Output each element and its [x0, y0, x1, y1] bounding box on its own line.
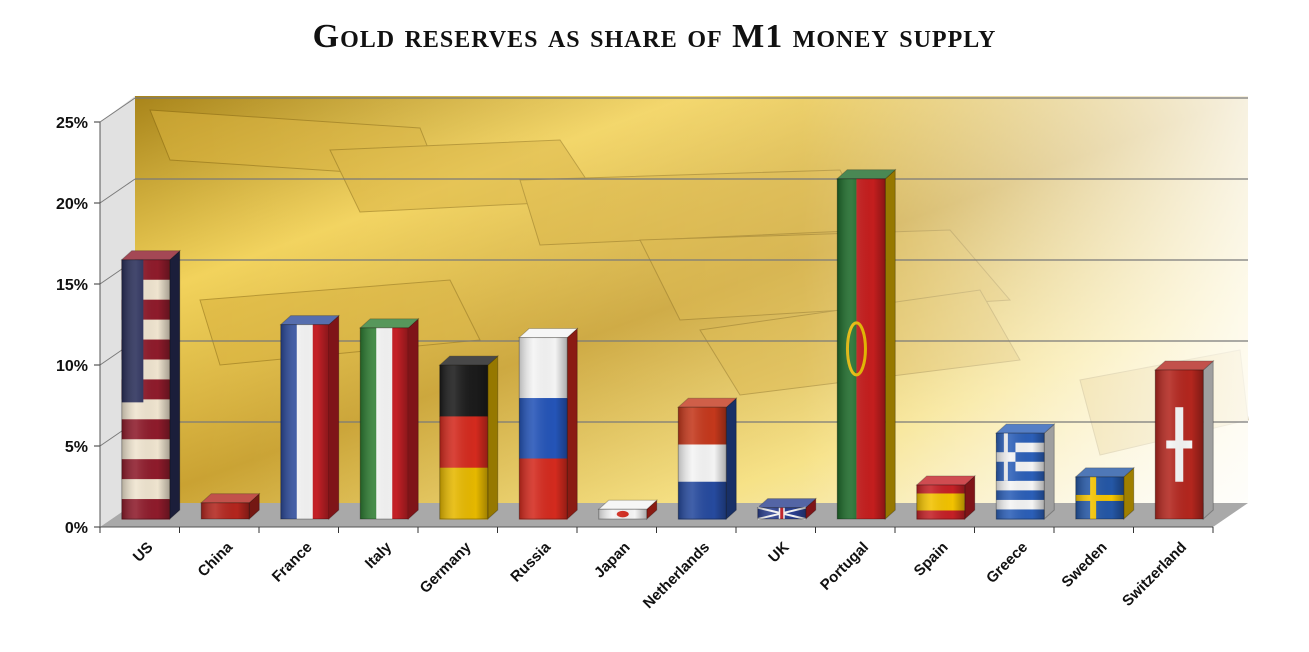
bar-spain [915, 474, 977, 521]
x-tick-label: Italy [362, 538, 396, 572]
bar-front-shade [836, 178, 886, 520]
bar-switzerland [1153, 359, 1215, 521]
y-tick-label: 20% [56, 196, 88, 213]
bar-front-shade [598, 508, 648, 520]
bar-top-light [121, 250, 180, 260]
grid-line-diag [99, 97, 136, 123]
y-tick-label: 15% [56, 277, 88, 294]
bar-front-shade [200, 502, 250, 520]
x-tick-label: Netherlands [640, 539, 713, 612]
bar-side-shade [249, 493, 260, 519]
bar-portugal [835, 168, 897, 521]
x-tick-label: France [269, 539, 316, 586]
x-tick-label: Sweden [1058, 539, 1110, 591]
bar-uk [756, 497, 818, 521]
bar-front-shade [280, 324, 330, 520]
bar-side-shade [1044, 424, 1055, 519]
y-tick-label: 10% [56, 358, 88, 375]
bar-front-shade [677, 406, 727, 520]
bar-side-shade [169, 250, 180, 520]
x-tick-label: UK [765, 539, 792, 566]
bar-side-shade [646, 500, 657, 519]
x-tick-label: Spain [911, 539, 952, 580]
bar-greece [994, 423, 1056, 521]
x-tick-label: Germany [417, 538, 475, 596]
bar-top-light [280, 315, 339, 325]
bar-top-light [757, 498, 816, 508]
bar-france [279, 314, 341, 521]
chart-title: Gold reserves as share of M1 money suppl… [312, 18, 997, 55]
bar-top-light [598, 500, 657, 510]
bar-sweden [1074, 466, 1136, 521]
bar-top-light [201, 493, 260, 503]
bar-side-shade [726, 398, 737, 519]
bar-side-shade [805, 498, 816, 519]
bar-us [120, 249, 182, 521]
bar-front-shade [439, 364, 489, 520]
y-tick-label: 0% [65, 520, 88, 537]
bar-front-shade [121, 259, 171, 520]
bar-front-shade [1154, 369, 1204, 520]
bar-netherlands [676, 397, 738, 521]
bar-side-shade [1123, 467, 1134, 519]
x-tick-label: Portugal [817, 539, 872, 594]
bar-top-light [996, 424, 1055, 434]
bar-side-shade [964, 475, 975, 519]
bar-side-shade [567, 328, 578, 519]
grid-line-diag [99, 178, 136, 204]
bar-front-shade [757, 507, 807, 520]
bar-top-light [360, 318, 419, 328]
x-tick-label: Japan [591, 539, 634, 582]
y-tick-label: 5% [65, 439, 88, 456]
x-tick-label: US [130, 539, 157, 566]
bar-side-shade [487, 356, 498, 519]
bar-front-shade [1075, 476, 1125, 520]
bar-russia [517, 327, 579, 521]
bar-top-light [439, 356, 498, 366]
bar-top-light [519, 328, 578, 338]
bar-germany [438, 354, 500, 521]
y-tick-label: 25% [56, 115, 88, 132]
bar-side-shade [1203, 360, 1214, 519]
bar-japan [597, 499, 659, 521]
bar-side-shade [885, 169, 896, 520]
bar-side-shade [408, 318, 419, 519]
x-tick-label: China [195, 538, 237, 580]
bar-top-light [916, 475, 975, 485]
bar-italy [358, 317, 420, 521]
bar-front-shade [995, 432, 1045, 520]
bars [120, 168, 1215, 521]
x-tick-label: Russia [507, 538, 554, 585]
x-axis: US China France Italy Germany Russia Japan Neth… [99, 527, 1214, 612]
y-axis: 0% 5% 10% 15% 20% 25% [56, 115, 101, 537]
x-tick-label: Greece [983, 539, 1031, 587]
bar-side-shade [328, 315, 339, 519]
bar-china [199, 492, 261, 521]
bar-front-shade [359, 327, 409, 520]
plot-background [100, 96, 1249, 528]
bar-top-light [1155, 360, 1214, 370]
bar-top-light [837, 169, 896, 179]
bar-top-light [678, 398, 737, 408]
bar-top-light [1075, 467, 1134, 477]
bar-front-shade [518, 337, 568, 520]
bar-front-shade [916, 484, 966, 520]
x-tick-label: Switzerland [1119, 539, 1190, 610]
